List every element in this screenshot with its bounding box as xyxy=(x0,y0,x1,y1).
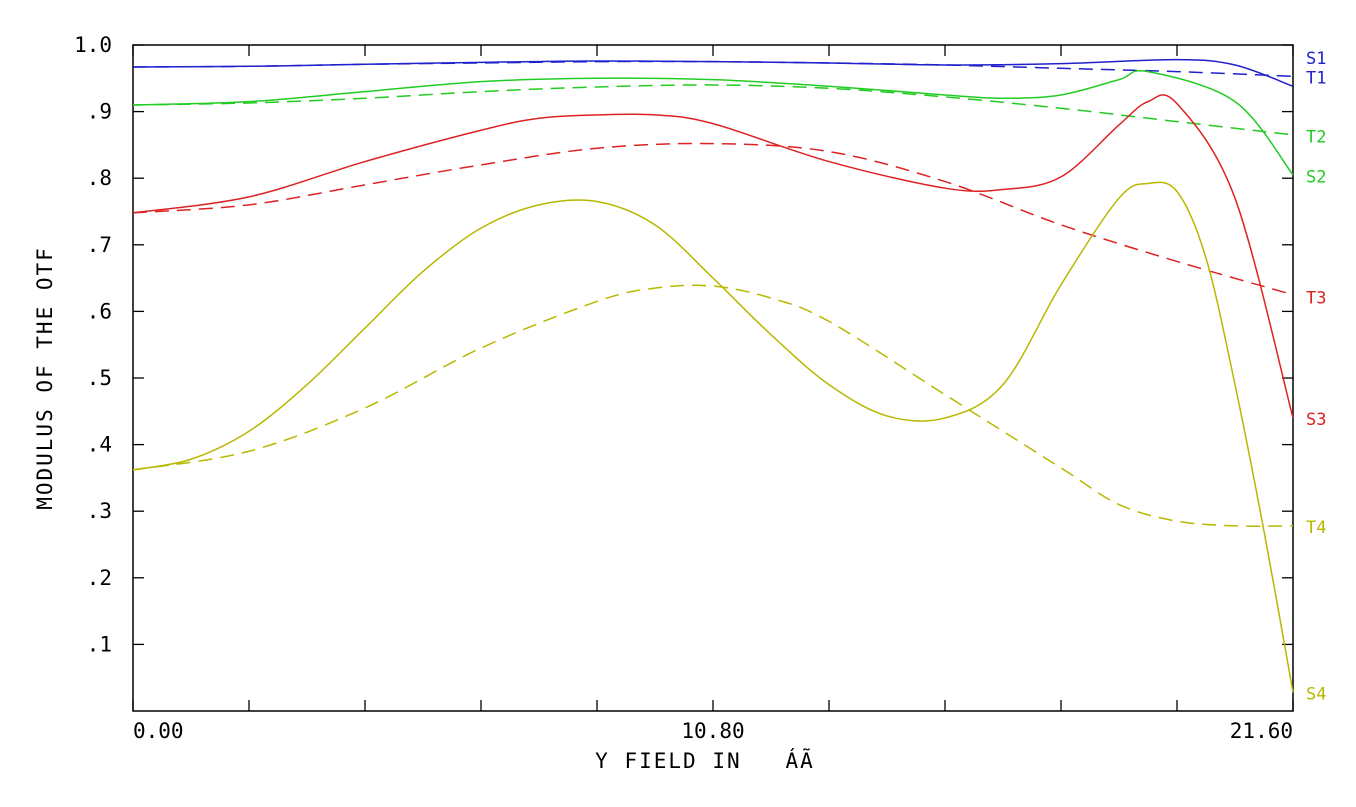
series-line-t1 xyxy=(132,60,1294,78)
series-label-s1: S1 xyxy=(1306,49,1326,69)
series-line-s1 xyxy=(132,58,1294,87)
series-label-t4: T4 xyxy=(1306,518,1326,538)
series-label-t1: T1 xyxy=(1306,68,1326,88)
y-tick-label: .9 xyxy=(87,100,112,124)
x-tick-label: 0.00 xyxy=(133,719,184,743)
y-tick-label: .5 xyxy=(87,366,112,390)
series-line-t2 xyxy=(132,84,1294,136)
series-label-s4: S4 xyxy=(1306,684,1326,704)
series-line-t3 xyxy=(132,142,1294,296)
axis-ticks xyxy=(132,44,1294,711)
y-tick-label: .2 xyxy=(87,566,112,590)
series-label-t3: T3 xyxy=(1306,289,1326,309)
series-label-s3: S3 xyxy=(1306,410,1326,430)
series-label-t2: T2 xyxy=(1306,128,1326,148)
tick-labels: 0.00 10.80 21.60 .1 .2 .3 .4 .5 .6 .7 .8 .9 1.0 xyxy=(74,33,1293,743)
y-axis-title: MODULUS OF THE OTF xyxy=(33,246,57,510)
x-tick-label: 21.60 xyxy=(1230,719,1293,743)
x-axis-title: Y FIELD IN ÁÃ xyxy=(595,747,815,773)
y-tick-label: .6 xyxy=(87,299,112,323)
series-line-s4 xyxy=(132,181,1294,693)
series-label-s2: S2 xyxy=(1306,168,1326,188)
y-tick-label: .8 xyxy=(87,166,112,190)
x-tick-label: 10.80 xyxy=(681,719,744,743)
y-tick-label: .1 xyxy=(87,632,112,656)
plot-frame xyxy=(132,44,1294,712)
y-tick-label: 1.0 xyxy=(74,33,112,57)
series-line-s2 xyxy=(132,70,1294,176)
series-line-s3 xyxy=(132,94,1294,419)
y-tick-label: .3 xyxy=(87,499,112,523)
series-layer xyxy=(132,58,1294,693)
y-tick-label: .4 xyxy=(87,433,112,457)
series-line-t4 xyxy=(132,284,1294,527)
y-tick-label: .7 xyxy=(87,233,112,257)
